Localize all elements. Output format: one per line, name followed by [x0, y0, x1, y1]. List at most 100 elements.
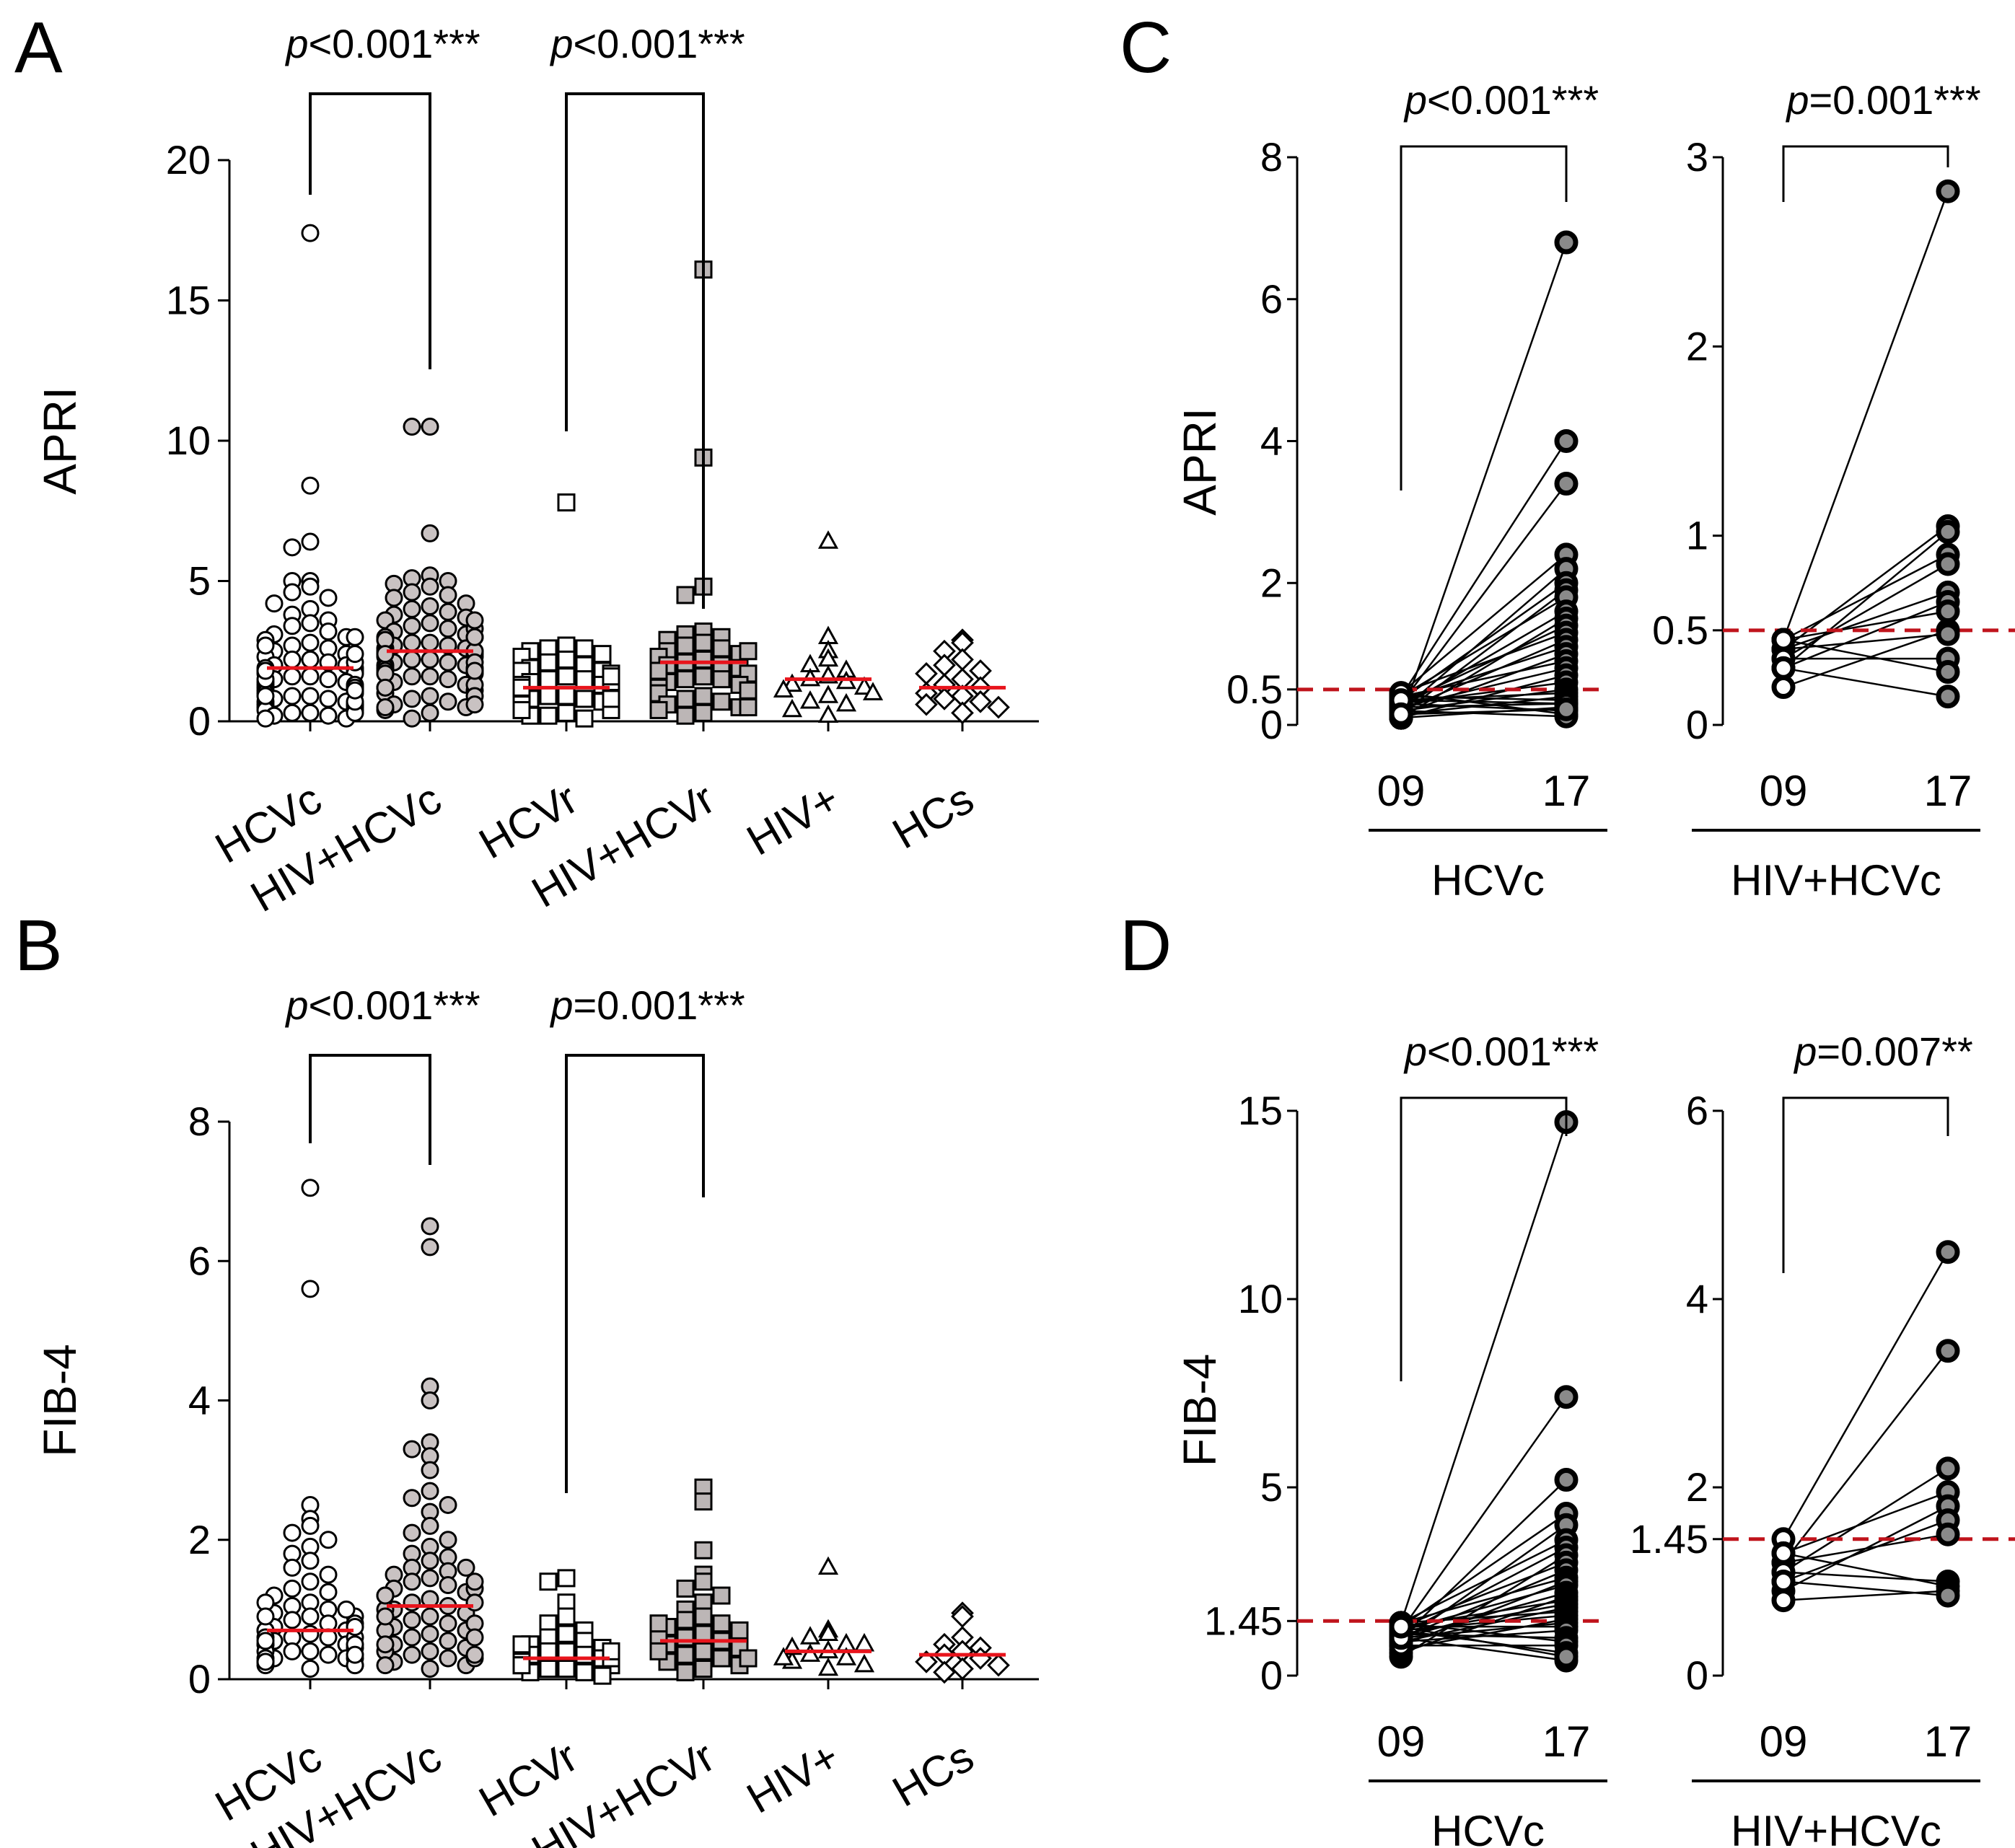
data-point	[283, 1523, 302, 1542]
group-hcs	[915, 628, 1010, 725]
y-tick-label: 10	[166, 418, 211, 463]
data-point	[403, 650, 421, 669]
y-tick-label: 0	[1686, 1653, 1708, 1698]
group-hcvc	[256, 224, 364, 728]
data-point	[557, 1607, 576, 1626]
y-tick-label: 8	[188, 1099, 211, 1144]
y-tick-label: 2	[1260, 560, 1283, 605]
group-hivplus-hcvc	[376, 418, 484, 728]
data-point	[421, 703, 439, 722]
data-point	[301, 1642, 320, 1660]
data-point	[346, 1618, 364, 1637]
data-point	[319, 690, 338, 708]
panel-d-fib4-hiv-hcvc-paired: 0 1.45 2 4 6 p=0.007** 09 17 HIV+HCVc	[1630, 1029, 2015, 1848]
y-tick-label: 0	[1686, 702, 1708, 747]
p-value-label: p=0.001***	[1785, 77, 1980, 123]
data-point	[465, 1593, 484, 1612]
data-point	[376, 1586, 395, 1605]
data-point	[739, 642, 758, 661]
data-point	[319, 1583, 338, 1601]
data-point	[421, 633, 439, 652]
followup-point	[1936, 622, 1960, 646]
data-point	[421, 1482, 439, 1500]
group-label: HCVc	[1431, 1807, 1545, 1848]
data-point	[512, 1656, 531, 1675]
data-point	[403, 667, 421, 686]
data-point	[557, 687, 576, 705]
y-tick-label: 20	[166, 137, 211, 182]
followup-point	[1554, 230, 1579, 255]
data-point	[421, 1238, 439, 1257]
data-point	[439, 620, 457, 638]
data-point	[283, 617, 302, 635]
data-point	[346, 1645, 364, 1664]
data-point	[575, 639, 594, 658]
data-point	[817, 1622, 839, 1641]
p-value-label: p=0.007**	[1793, 1029, 1973, 1074]
followup-point	[1554, 1385, 1579, 1409]
data-point	[915, 1650, 938, 1673]
data-point	[301, 703, 320, 722]
group-hcvc	[256, 1179, 364, 1678]
data-point	[439, 586, 457, 604]
data-point	[712, 1649, 731, 1668]
p-value-label: p<0.001***	[284, 21, 480, 66]
pair-line	[1783, 601, 1949, 669]
data-point	[283, 667, 302, 686]
data-point	[403, 1593, 421, 1612]
paired-points	[1389, 1110, 1579, 1673]
pair-line	[1783, 1519, 1949, 1583]
group-label: HIV+HCVc	[1731, 1807, 1941, 1848]
data-point	[557, 667, 576, 686]
data-point	[739, 698, 758, 717]
panel-label: D	[1120, 905, 1172, 986]
paired-lines	[1782, 190, 1949, 698]
panel-d-fib4-hcvc-paired: D FIB-4 0 1.45 5 10 15 p<0.001*** 09 17 HCVc	[1120, 905, 1607, 1848]
data-point	[421, 687, 439, 705]
followup-point	[1936, 552, 1960, 576]
data-point	[915, 692, 938, 716]
panel-label: C	[1120, 7, 1172, 88]
data-point	[403, 1440, 421, 1458]
paired-points	[1771, 1240, 1960, 1613]
followup-point	[1936, 660, 1960, 685]
pair-line	[1400, 1122, 1568, 1624]
data-point	[694, 1572, 713, 1591]
x-tick-label: 09	[1760, 767, 1808, 815]
pair-line	[1783, 1552, 1949, 1588]
y-tick-label: 6	[1260, 276, 1283, 322]
pair-line	[1783, 553, 1949, 641]
data-point	[439, 1576, 457, 1595]
p-value-label: p<0.001***	[284, 982, 480, 1028]
pair-line	[1400, 708, 1567, 716]
data-point	[337, 1600, 356, 1619]
data-point	[730, 1621, 749, 1640]
baseline-point	[1771, 628, 1796, 652]
pair-line	[1783, 1571, 1949, 1583]
data-point	[421, 597, 439, 616]
y-tick-label: 4	[1686, 1276, 1708, 1321]
data-point	[319, 706, 338, 725]
data-point	[421, 1607, 439, 1626]
data-point	[712, 639, 731, 658]
pair-line	[1783, 1350, 1949, 1564]
data-point	[512, 700, 531, 719]
pair-line	[1400, 1603, 1567, 1635]
followup-point	[1936, 1583, 1960, 1608]
data-point	[421, 1217, 439, 1236]
y-tick-label: 15	[1238, 1088, 1283, 1133]
pair-line	[1400, 692, 1567, 701]
y-axis-label: APRI	[1174, 408, 1226, 515]
category-label: HIV+	[739, 1732, 847, 1823]
x-tick-label: 17	[1924, 767, 1972, 815]
data-point	[439, 670, 457, 689]
pair-line	[1783, 591, 1949, 651]
data-point	[676, 1645, 695, 1664]
data-point	[319, 622, 338, 641]
group-hivplus-	[773, 530, 884, 723]
baseline-point	[1389, 1614, 1413, 1639]
p-symbol: p	[549, 21, 573, 66]
p-value: =0.001***	[1809, 77, 1980, 123]
pair-line	[1400, 1622, 1567, 1643]
pair-line	[1783, 638, 1949, 673]
